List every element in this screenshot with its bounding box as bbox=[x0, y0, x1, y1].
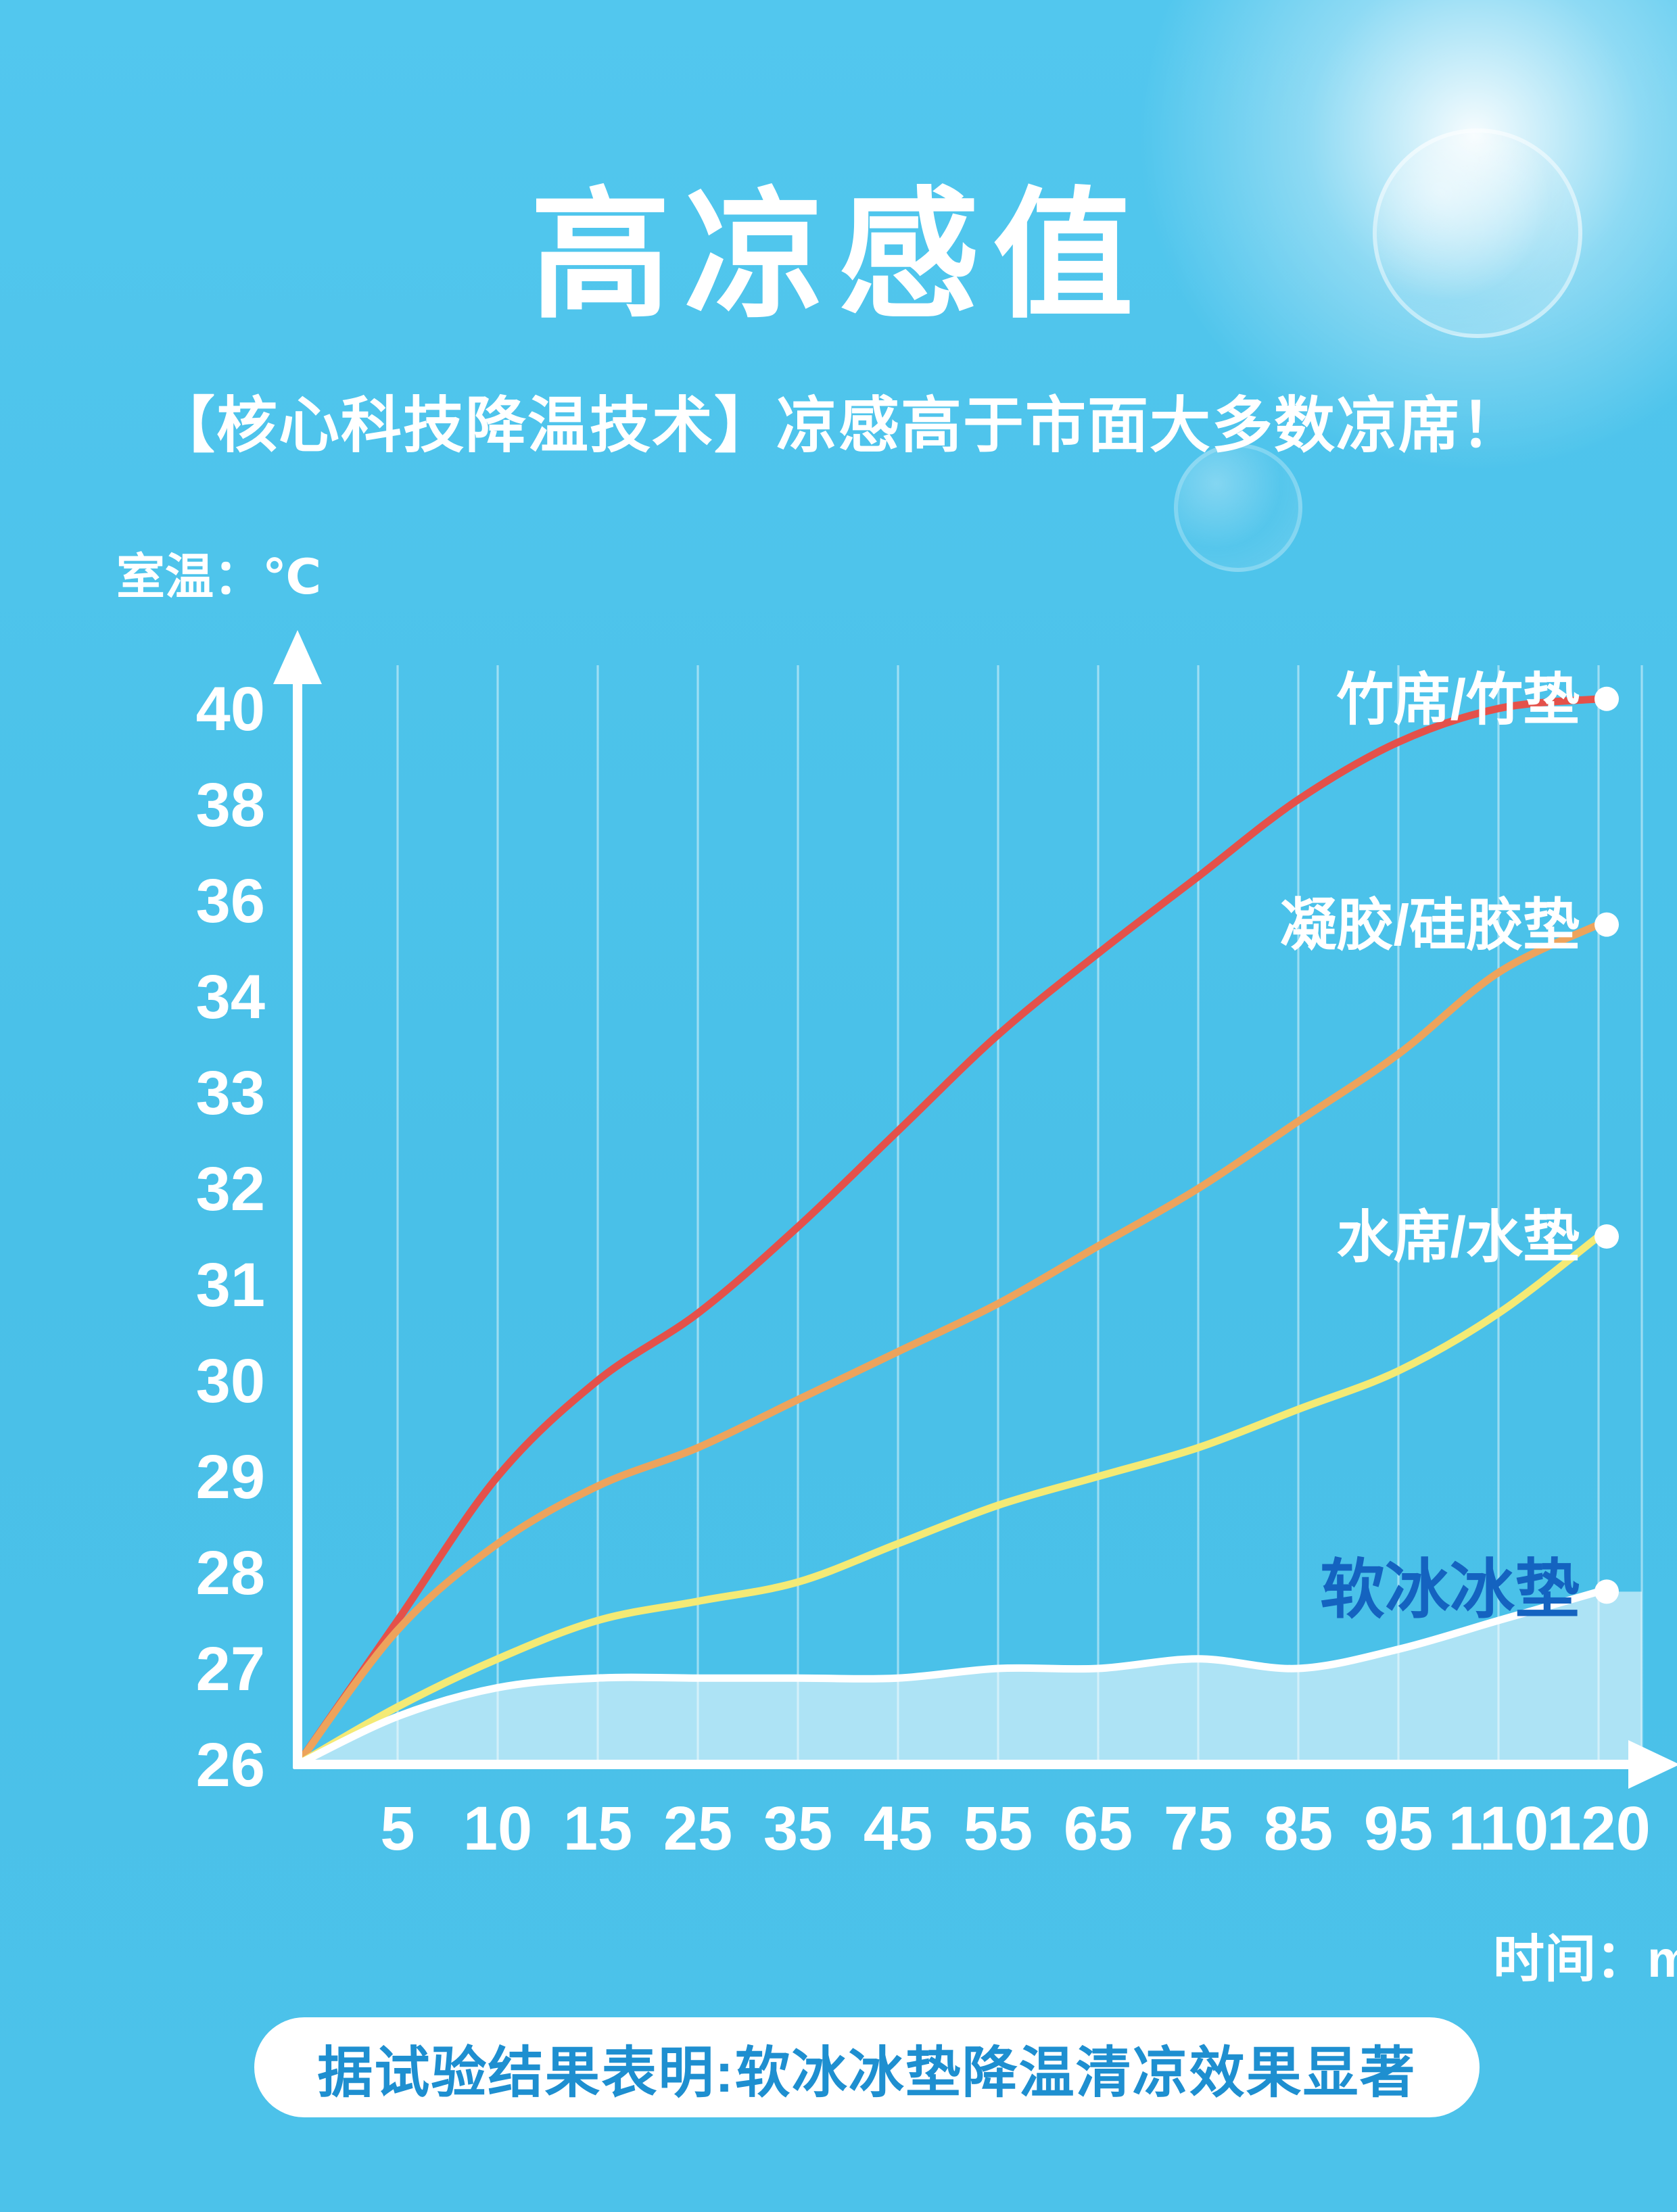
series-label-1: 凝胶/硅胶垫 bbox=[1280, 894, 1580, 957]
x-tick-label: 10 bbox=[463, 1794, 532, 1863]
series-area-3 bbox=[298, 1591, 1642, 1764]
page-title: 高凉感值 bbox=[529, 178, 1147, 335]
y-tick-label: 40 bbox=[196, 675, 265, 744]
series-end-dot-2 bbox=[1595, 1224, 1619, 1249]
y-tick-labels: 26 27 28 29 30 31 32 33 34 36 38 40 bbox=[196, 675, 265, 1800]
x-tick-label: 55 bbox=[964, 1794, 1033, 1863]
y-tick-label: 28 bbox=[196, 1539, 265, 1608]
series-end-dot-0 bbox=[1595, 686, 1619, 711]
series-line-2 bbox=[293, 1232, 1603, 1769]
page-subtitle: 【核心科技降温技术】凉感高于市面大多数凉席！ bbox=[153, 391, 1523, 460]
y-tick-label: 29 bbox=[196, 1443, 265, 1512]
y-axis-arrow bbox=[273, 630, 322, 684]
x-axis-unit-label: 时间：m bbox=[1493, 1932, 1677, 1989]
y-tick-label: 26 bbox=[196, 1731, 265, 1800]
x-tick-label: 15 bbox=[563, 1794, 632, 1863]
x-tick-label: 25 bbox=[663, 1794, 732, 1863]
bubble-decoration bbox=[1174, 443, 1302, 572]
bubble-decoration bbox=[1373, 128, 1582, 338]
y-tick-label: 32 bbox=[196, 1155, 265, 1224]
series-end-dot-3 bbox=[1595, 1579, 1619, 1604]
x-tick-label: 35 bbox=[763, 1794, 832, 1863]
axes bbox=[273, 630, 1677, 1789]
y-axis-unit-label: 室温：℃ bbox=[116, 549, 322, 604]
series-line-1 bbox=[293, 921, 1603, 1769]
x-tick-label: 75 bbox=[1164, 1794, 1233, 1863]
x-tick-label: 5 bbox=[380, 1794, 415, 1863]
x-tick-label: 85 bbox=[1264, 1794, 1333, 1863]
x-tick-label: 110 bbox=[1448, 1794, 1549, 1863]
grid: 492.01305.01234.01163.01092.01021.0950.0… bbox=[396, 665, 1643, 1764]
footer-note-pill: 据试验结果表明:软冰冰垫降温清凉效果显著 bbox=[254, 2017, 1480, 2117]
series-label-2: 水席/水垫 bbox=[1337, 1205, 1580, 1269]
y-tick-label: 38 bbox=[196, 771, 265, 840]
y-tick-label: 31 bbox=[196, 1251, 265, 1320]
y-tick-label: 33 bbox=[196, 1059, 265, 1128]
series-label-3: 软冰冰垫 bbox=[1320, 1554, 1580, 1626]
x-axis-arrow bbox=[1628, 1740, 1677, 1789]
series-end-dot-1 bbox=[1595, 912, 1619, 937]
y-tick-label: 34 bbox=[196, 963, 265, 1032]
y-tick-label: 30 bbox=[196, 1347, 265, 1416]
series-label-0: 竹席/竹垫 bbox=[1337, 668, 1580, 731]
x-tick-label: 65 bbox=[1064, 1794, 1133, 1863]
x-tick-label: 95 bbox=[1364, 1794, 1433, 1863]
series-line-3 bbox=[293, 1587, 1603, 1769]
x-tick-label: 120 bbox=[1546, 1794, 1651, 1863]
footer-note-text: 据试验结果表明:软冰冰垫降温清凉效果显著 bbox=[317, 2042, 1417, 2104]
y-tick-label: 36 bbox=[196, 867, 265, 936]
series-line-0 bbox=[293, 695, 1603, 1769]
y-tick-label: 27 bbox=[196, 1635, 265, 1704]
x-tick-label: 45 bbox=[864, 1794, 932, 1863]
